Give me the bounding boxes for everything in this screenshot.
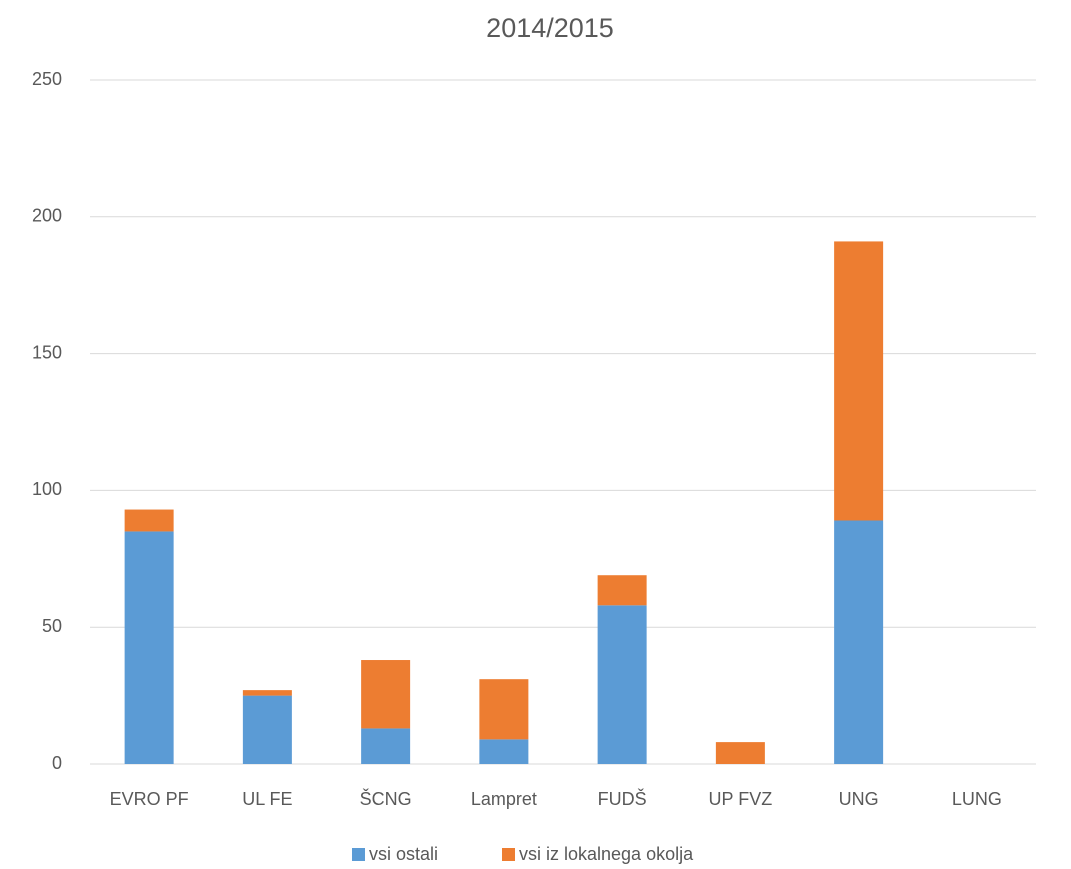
x-tick-label: FUDŠ <box>598 788 647 809</box>
bar-segment <box>597 605 647 764</box>
legend-swatch <box>352 848 365 861</box>
bar-segment <box>479 739 529 764</box>
y-tick-label: 50 <box>42 616 62 636</box>
x-tick-label: UNG <box>839 789 879 809</box>
bar-segment <box>361 728 411 764</box>
bar-segment <box>479 679 529 740</box>
x-tick-label: Lampret <box>471 789 537 809</box>
x-tick-label: LUNG <box>952 789 1002 809</box>
bar-segment <box>715 742 765 764</box>
chart-title: 2014/2015 <box>486 13 614 43</box>
x-tick-label: UL FE <box>242 789 292 809</box>
y-tick-label: 200 <box>32 206 62 226</box>
bar-segment <box>834 520 884 764</box>
bar-segment <box>242 695 292 764</box>
bar-segment <box>124 509 174 532</box>
x-tick-label: EVRO PF <box>110 789 189 809</box>
bar-segment <box>834 241 884 521</box>
bar-segment <box>361 660 411 729</box>
legend-label: vsi iz lokalnega okolja <box>519 844 694 864</box>
x-tick-label: UP FVZ <box>709 789 773 809</box>
y-tick-label: 250 <box>32 69 62 89</box>
y-tick-label: 0 <box>52 753 62 773</box>
bar-segment <box>242 690 292 696</box>
bar-segment <box>124 531 174 764</box>
legend-swatch <box>502 848 515 861</box>
legend-label: vsi ostali <box>369 844 438 864</box>
x-tick-label: ŠCNG <box>360 788 412 809</box>
y-tick-label: 100 <box>32 479 62 499</box>
y-tick-label: 150 <box>32 342 62 362</box>
bar-segment <box>597 575 647 606</box>
